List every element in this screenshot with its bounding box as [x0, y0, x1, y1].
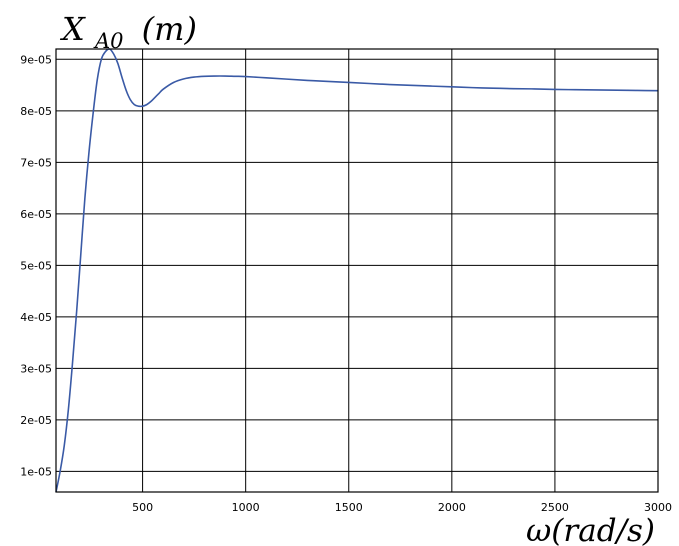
x-tick-label: 1500	[335, 501, 363, 514]
series-line	[55, 48, 659, 493]
y-tick-label: 1e-05	[20, 465, 52, 478]
y-tick-label: 5e-05	[20, 259, 52, 272]
y-tick-label: 9e-05	[20, 53, 52, 66]
x-tick-label: 2500	[541, 501, 569, 514]
x-tick-labels: 500 1000 1500 2000 2500 3000	[132, 501, 672, 514]
y-tick-label: 6e-05	[20, 208, 52, 221]
y-axis-title-main: X	[59, 10, 86, 48]
x-tick-label: 2000	[438, 501, 466, 514]
plot-frame	[55, 48, 659, 493]
y-tick-label: 4e-05	[20, 311, 52, 324]
y-axis-title-unit: (m)	[142, 10, 197, 48]
grid	[56, 49, 659, 492]
y-tick-label: 7e-05	[20, 156, 52, 169]
x-tick-label: 500	[132, 501, 153, 514]
x-tick-label: 1000	[232, 501, 260, 514]
x-tick-label: 3000	[644, 501, 672, 514]
y-axis-title: X A0 (m)	[59, 10, 197, 56]
y-tick-label: 8e-05	[20, 105, 52, 118]
y-tick-labels: 1e-05 2e-05 3e-05 4e-05 5e-05 6e-05 7e-05 8e-05…	[20, 53, 52, 478]
y-tick-label: 3e-05	[20, 362, 52, 375]
y-axis-title-subscript: A0	[93, 29, 124, 53]
y-tick-label: 2e-05	[20, 414, 52, 427]
x-axis-title: ω(rad/s)	[526, 513, 655, 546]
series-layer	[55, 48, 659, 493]
